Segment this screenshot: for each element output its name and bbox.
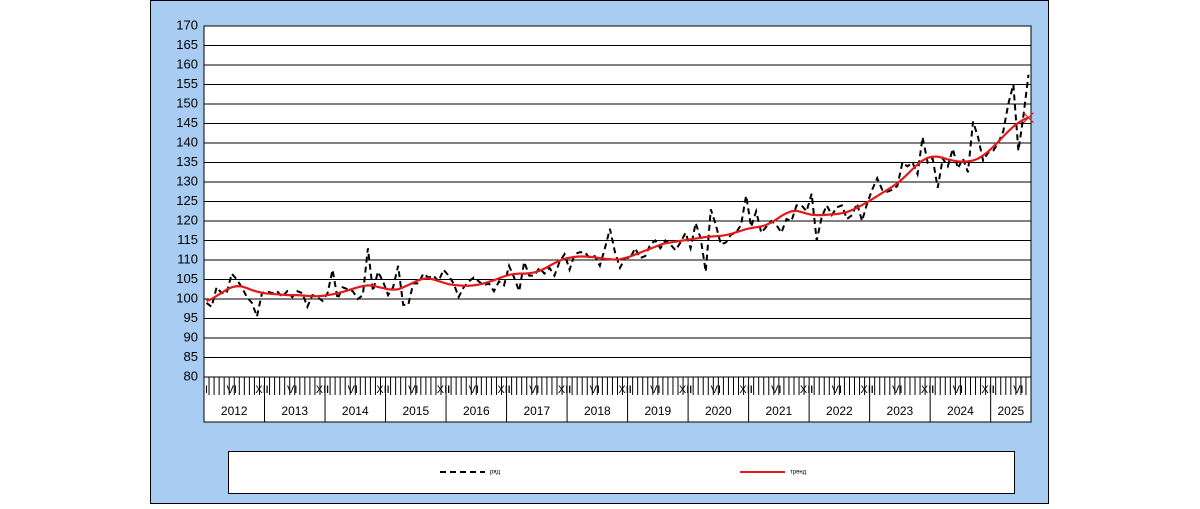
month-tick-label: VI: [832, 384, 842, 396]
year-label: 2014: [342, 404, 369, 418]
legend-box: [228, 451, 1015, 494]
y-tick-label: 130: [176, 173, 198, 188]
month-tick-label: VI: [711, 384, 721, 396]
month-tick-label: I: [205, 384, 208, 396]
month-tick-label: VI: [348, 384, 358, 396]
month-tick-label: I: [326, 384, 329, 396]
legend-label: ряд: [490, 470, 501, 476]
y-tick-label: 140: [176, 134, 198, 149]
month-tick-label: VI: [1013, 384, 1023, 396]
year-label: 2024: [947, 404, 974, 418]
plot-area: [203, 25, 1032, 423]
y-tick-label: 170: [176, 17, 198, 32]
month-tick-label: VI: [408, 384, 418, 396]
y-tick-label: 115: [177, 232, 198, 247]
year-label: 2023: [887, 404, 914, 418]
series-line: [206, 116, 1029, 302]
end-marker: [1023, 112, 1034, 124]
month-tick-label: I: [629, 384, 632, 396]
year-label: 2019: [644, 404, 671, 418]
month-tick-label: XII: [497, 384, 510, 396]
y-tick-label: 120: [176, 212, 198, 227]
month-tick-label: I: [387, 384, 390, 396]
y-tick-label: 110: [177, 251, 198, 266]
y-tick-label: 80: [184, 368, 198, 383]
month-tick-label: XII: [558, 384, 571, 396]
month-tick-label: VI: [650, 384, 660, 396]
year-label: 2021: [766, 404, 793, 418]
month-tick-label: VI: [892, 384, 902, 396]
month-tick-label: XII: [255, 384, 268, 396]
month-tick-label: I: [931, 384, 934, 396]
year-label: 2015: [402, 404, 429, 418]
y-tick-label: 135: [176, 154, 198, 169]
y-tick-label: 145: [176, 115, 198, 130]
year-label: 2016: [463, 404, 490, 418]
month-tick-label: XII: [376, 384, 389, 396]
month-tick-label: VI: [771, 384, 781, 396]
month-tick-label: VI: [469, 384, 479, 396]
y-tick-label: 85: [184, 349, 198, 364]
month-tick-label: XII: [800, 384, 813, 396]
month-tick-label: I: [689, 384, 692, 396]
month-tick-label: I: [447, 384, 450, 396]
year-label: 2013: [281, 404, 308, 418]
month-tick-label: I: [992, 384, 995, 396]
year-label: 2020: [705, 404, 732, 418]
month-tick-label: VI: [953, 384, 963, 396]
year-label: 2022: [826, 404, 853, 418]
y-tick-label: 150: [176, 95, 198, 110]
month-tick-label: VI: [227, 384, 237, 396]
month-tick-label: I: [871, 384, 874, 396]
y-tick-label: 95: [184, 310, 198, 325]
year-label: 2012: [221, 404, 248, 418]
month-tick-label: I: [508, 384, 511, 396]
y-tick-label: 165: [176, 37, 198, 52]
month-tick-label: XII: [860, 384, 873, 396]
year-label: 2025: [997, 404, 1024, 418]
month-tick-label: XII: [618, 384, 631, 396]
y-tick-label: 160: [176, 56, 198, 71]
y-tick-label: 105: [176, 271, 198, 286]
y-tick-label: 125: [176, 193, 198, 208]
year-label: 2017: [523, 404, 550, 418]
month-tick-label: I: [750, 384, 753, 396]
month-tick-label: XII: [739, 384, 752, 396]
y-tick-label: 90: [184, 329, 198, 344]
month-tick-label: VI: [287, 384, 297, 396]
y-tick-label: 100: [176, 290, 198, 305]
month-tick-label: VI: [529, 384, 539, 396]
year-label: 2018: [584, 404, 611, 418]
y-tick-label: 155: [176, 76, 198, 91]
month-tick-label: I: [810, 384, 813, 396]
month-tick-label: VI: [590, 384, 600, 396]
legend-label: тренд: [790, 470, 807, 476]
month-tick-label: I: [568, 384, 571, 396]
month-tick-label: XII: [316, 384, 329, 396]
month-tick-label: XII: [437, 384, 450, 396]
month-tick-label: XII: [981, 384, 994, 396]
month-tick-label: XII: [679, 384, 692, 396]
month-tick-label: I: [266, 384, 269, 396]
month-tick-label: XII: [921, 384, 934, 396]
